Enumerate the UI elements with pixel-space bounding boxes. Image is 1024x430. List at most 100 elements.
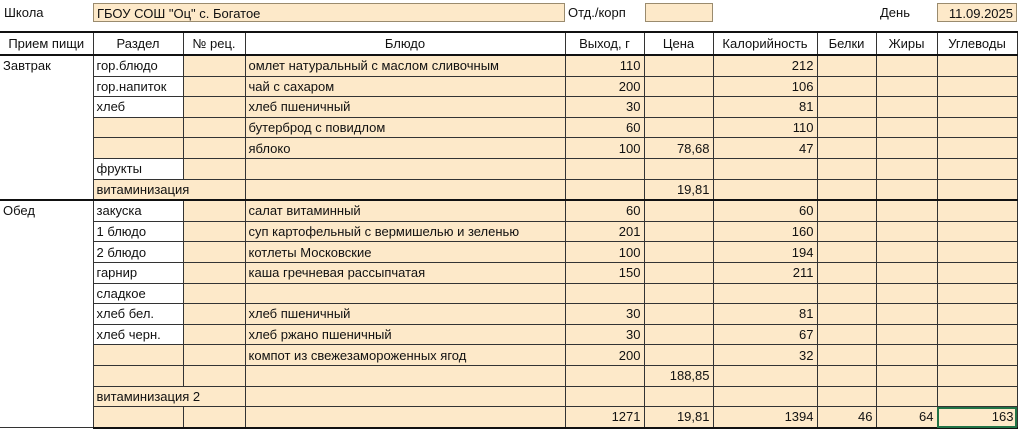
yield-cell[interactable]: 60 (564, 116, 645, 139)
price-cell[interactable] (643, 344, 714, 366)
recipe-cell[interactable] (182, 364, 246, 387)
yield-cell[interactable]: 200 (564, 344, 645, 366)
kcal-cell[interactable]: 1394 (712, 406, 818, 429)
protein-cell[interactable] (816, 282, 877, 305)
carbs-cell[interactable]: 163 (936, 406, 1018, 429)
yield-cell[interactable] (564, 178, 645, 201)
section-cell[interactable]: гор.блюдо (92, 53, 184, 77)
dish-cell[interactable]: хлеб ржано пшеничный (244, 323, 566, 346)
yield-cell[interactable] (564, 364, 645, 387)
recipe-cell[interactable] (182, 406, 246, 429)
dish-cell[interactable]: каша гречневая рассыпчатая (244, 261, 566, 284)
section-cell[interactable]: витаминизация 2 (92, 385, 246, 408)
kcal-cell[interactable]: 211 (712, 261, 818, 284)
price-cell[interactable] (643, 303, 714, 325)
protein-cell[interactable] (816, 261, 877, 284)
kcal-cell[interactable]: 194 (712, 241, 818, 263)
kcal-cell[interactable]: 67 (712, 323, 818, 346)
carbs-cell[interactable] (936, 137, 1018, 159)
fat-cell[interactable] (875, 241, 938, 263)
carbs-cell[interactable] (936, 75, 1018, 98)
price-cell[interactable] (643, 116, 714, 139)
yield-cell[interactable]: 150 (564, 261, 645, 284)
recipe-cell[interactable] (182, 157, 246, 180)
protein-cell[interactable] (816, 385, 877, 408)
section-cell[interactable]: 2 блюдо (92, 241, 184, 263)
price-cell[interactable]: 188,85 (643, 364, 714, 387)
carbs-cell[interactable] (936, 157, 1018, 180)
fat-cell[interactable]: 64 (875, 406, 938, 429)
dish-cell[interactable]: котлеты Московские (244, 241, 566, 263)
carbs-cell[interactable] (936, 178, 1018, 201)
fat-cell[interactable] (875, 137, 938, 159)
yield-cell[interactable] (564, 282, 645, 305)
dish-cell[interactable] (244, 282, 566, 305)
carbs-cell[interactable] (936, 199, 1018, 222)
protein-cell[interactable] (816, 199, 877, 222)
fat-cell[interactable] (875, 323, 938, 346)
section-cell[interactable]: хлеб бел. (92, 303, 184, 325)
dish-cell[interactable]: яблоко (244, 137, 566, 159)
section-cell[interactable]: сладкое (92, 282, 184, 305)
price-cell[interactable]: 78,68 (643, 137, 714, 159)
kcal-cell[interactable] (712, 364, 818, 387)
section-cell[interactable] (92, 364, 184, 387)
protein-cell[interactable] (816, 137, 877, 159)
fat-cell[interactable] (875, 303, 938, 325)
kcal-cell[interactable]: 60 (712, 199, 818, 222)
dish-cell[interactable]: омлет натуральный с маслом сливочным (244, 53, 566, 77)
yield-cell[interactable]: 60 (564, 199, 645, 222)
price-cell[interactable]: 19,81 (643, 406, 714, 429)
kcal-cell[interactable]: 212 (712, 53, 818, 77)
recipe-cell[interactable] (182, 282, 246, 305)
school-field[interactable]: ГБОУ СОШ "Оц" с. Богатое (93, 3, 565, 22)
dish-cell[interactable]: хлеб пшеничный (244, 303, 566, 325)
recipe-cell[interactable] (182, 261, 246, 284)
carbs-cell[interactable] (936, 96, 1018, 118)
fat-cell[interactable] (875, 199, 938, 222)
protein-cell[interactable] (816, 220, 877, 243)
price-cell[interactable] (643, 96, 714, 118)
section-cell[interactable]: 1 блюдо (92, 220, 184, 243)
dish-cell[interactable]: чай с сахаром (244, 75, 566, 98)
protein-cell[interactable] (816, 75, 877, 98)
carbs-cell[interactable] (936, 364, 1018, 387)
recipe-cell[interactable] (182, 344, 246, 366)
protein-cell[interactable] (816, 364, 877, 387)
fat-cell[interactable] (875, 53, 938, 77)
protein-cell[interactable] (816, 157, 877, 180)
yield-cell[interactable]: 200 (564, 75, 645, 98)
price-cell[interactable] (643, 282, 714, 305)
price-cell[interactable] (643, 241, 714, 263)
yield-cell[interactable]: 1271 (564, 406, 645, 429)
carbs-cell[interactable] (936, 385, 1018, 408)
kcal-cell[interactable] (712, 282, 818, 305)
kcal-cell[interactable]: 160 (712, 220, 818, 243)
dish-cell[interactable]: хлеб пшеничный (244, 96, 566, 118)
section-cell[interactable] (92, 137, 184, 159)
kcal-cell[interactable]: 32 (712, 344, 818, 366)
price-cell[interactable] (643, 385, 714, 408)
recipe-cell[interactable] (182, 241, 246, 263)
carbs-cell[interactable] (936, 220, 1018, 243)
kcal-cell[interactable]: 106 (712, 75, 818, 98)
section-cell[interactable]: хлеб (92, 96, 184, 118)
recipe-cell[interactable] (182, 96, 246, 118)
dish-cell[interactable]: компот из свежезамороженных ягод (244, 344, 566, 366)
yield-cell[interactable]: 30 (564, 303, 645, 325)
yield-cell[interactable]: 110 (564, 53, 645, 77)
section-cell[interactable]: фрукты (92, 157, 184, 180)
fat-cell[interactable] (875, 282, 938, 305)
fat-cell[interactable] (875, 96, 938, 118)
protein-cell[interactable] (816, 96, 877, 118)
fat-cell[interactable] (875, 220, 938, 243)
dish-cell[interactable]: салат витаминный (244, 199, 566, 222)
fat-cell[interactable] (875, 116, 938, 139)
recipe-cell[interactable] (182, 199, 246, 222)
kcal-cell[interactable] (712, 157, 818, 180)
carbs-cell[interactable] (936, 53, 1018, 77)
protein-cell[interactable] (816, 344, 877, 366)
recipe-cell[interactable] (182, 323, 246, 346)
fat-cell[interactable] (875, 261, 938, 284)
carbs-cell[interactable] (936, 261, 1018, 284)
